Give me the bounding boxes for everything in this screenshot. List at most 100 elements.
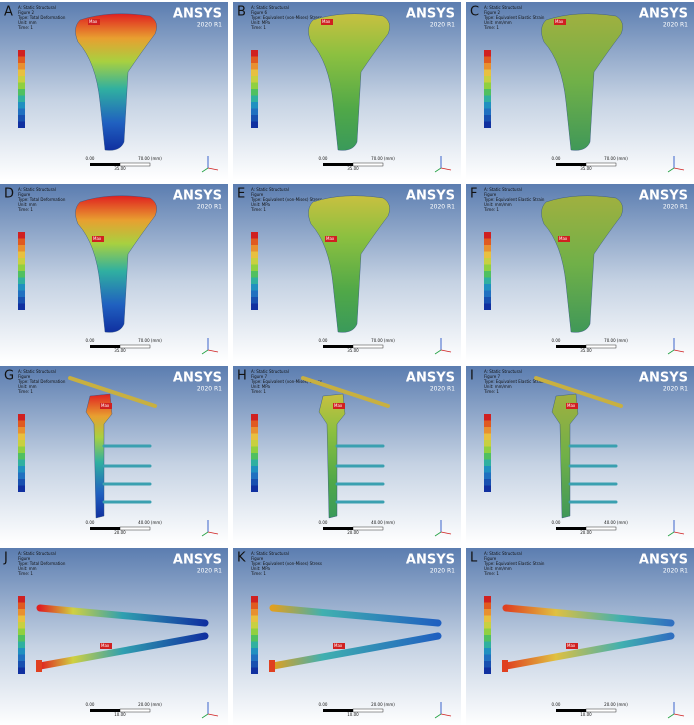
triad-axis xyxy=(673,349,685,353)
legend-band xyxy=(484,271,491,278)
bone-model xyxy=(308,13,390,151)
legend-band xyxy=(251,661,258,668)
triad-axis xyxy=(667,531,675,537)
logo: ANSYS xyxy=(173,553,222,568)
screw-model xyxy=(269,660,275,672)
legend-band xyxy=(251,238,258,245)
scale-label: 40.00 (mm) xyxy=(371,520,395,525)
legend-band xyxy=(251,284,258,291)
scale-label: 20.00 (mm) xyxy=(604,702,628,707)
legend-band xyxy=(251,472,258,479)
legend-band xyxy=(484,50,491,57)
panel-letter: C xyxy=(470,5,479,20)
scale-label: 0.00 xyxy=(319,338,328,343)
legend-band xyxy=(251,453,258,460)
legend-band xyxy=(484,648,491,655)
legend-band xyxy=(251,654,258,661)
panel-letter: D xyxy=(4,187,14,202)
scale-bar xyxy=(323,709,353,712)
legend-band xyxy=(484,641,491,648)
panel-letter: A xyxy=(4,5,13,20)
header-line: Type: Equivalent Elastic Strain xyxy=(483,197,545,202)
legend-band xyxy=(18,82,25,89)
max-label: Max xyxy=(567,643,576,648)
header-line: Type: Total Deformation xyxy=(17,379,66,384)
header-line: Unit: mm xyxy=(18,566,37,571)
legend-band xyxy=(18,427,25,434)
legend-band xyxy=(18,284,25,291)
max-tag xyxy=(566,643,578,649)
triad-axis xyxy=(434,349,442,355)
version: 2020 R1 xyxy=(430,22,455,29)
triad-axis xyxy=(201,531,209,537)
header-line: A: Static Structural xyxy=(484,551,522,556)
header-line: Unit: mm/mm xyxy=(484,384,512,389)
scale-label: 0.00 xyxy=(319,702,328,707)
panel-letter: I xyxy=(470,369,474,384)
legend-band xyxy=(251,89,258,96)
max-tag xyxy=(321,19,333,25)
triad-axis xyxy=(434,167,442,173)
header-line: A: Static Structural xyxy=(18,551,56,556)
header-line: Type: Total Deformation xyxy=(17,197,66,202)
triad-axis xyxy=(440,713,452,717)
header-line: Time: 1 xyxy=(483,207,499,212)
legend-band xyxy=(18,63,25,70)
triad-axis xyxy=(207,713,219,717)
header-line: A: Static Structural xyxy=(18,187,56,192)
legend-band xyxy=(251,466,258,473)
scale-bar xyxy=(90,709,120,712)
legend-band xyxy=(18,297,25,304)
legend-band xyxy=(251,115,258,122)
legend-band xyxy=(18,414,25,421)
scale-label: 70.00 (mm) xyxy=(138,338,162,343)
legend-band xyxy=(18,69,25,76)
header-line: Unit: mm/mm xyxy=(484,202,512,207)
legend-band xyxy=(18,479,25,486)
version: 2020 R1 xyxy=(197,386,222,393)
screw-model xyxy=(68,376,157,408)
legend-band xyxy=(484,596,491,603)
header-line: Figure xyxy=(251,192,264,197)
legend-band xyxy=(251,69,258,76)
header-line: Time: 1 xyxy=(483,25,499,30)
scale-label: 0.00 xyxy=(86,156,95,161)
legend-band xyxy=(18,95,25,102)
legend-band xyxy=(18,446,25,453)
header-line: A: Static Structural xyxy=(484,5,522,10)
scale-label: 35.00 xyxy=(347,166,359,171)
scale-label: 20.00 (mm) xyxy=(371,702,395,707)
max-label: Max xyxy=(101,403,110,408)
legend-band xyxy=(18,472,25,479)
screw-model xyxy=(502,660,508,672)
legend-band xyxy=(484,63,491,70)
logo: ANSYS xyxy=(173,7,222,22)
scale-label: 40.00 (mm) xyxy=(138,520,162,525)
legend-band xyxy=(18,667,25,674)
screw-model xyxy=(301,376,390,408)
legend-band xyxy=(18,303,25,310)
header-line: Figure 2 xyxy=(484,10,500,15)
triad-axis xyxy=(201,713,209,719)
max-tag xyxy=(100,643,112,649)
header-line: Time: 1 xyxy=(250,25,266,30)
scale-bar xyxy=(323,163,353,166)
legend-band xyxy=(484,89,491,96)
header-line: Unit: mm xyxy=(18,202,37,207)
header-line: Type: Equivalent (von-Mises) Stress xyxy=(250,379,322,384)
screw-model xyxy=(36,632,209,670)
header-line: Figure 7 xyxy=(484,374,500,379)
legend-band xyxy=(484,303,491,310)
legend-band xyxy=(18,641,25,648)
max-label: Max xyxy=(334,643,343,648)
max-tag xyxy=(100,403,112,409)
legend-band xyxy=(484,602,491,609)
legend-band xyxy=(484,654,491,661)
legend-band xyxy=(18,264,25,271)
legend-band xyxy=(484,56,491,63)
legend-band xyxy=(251,622,258,629)
